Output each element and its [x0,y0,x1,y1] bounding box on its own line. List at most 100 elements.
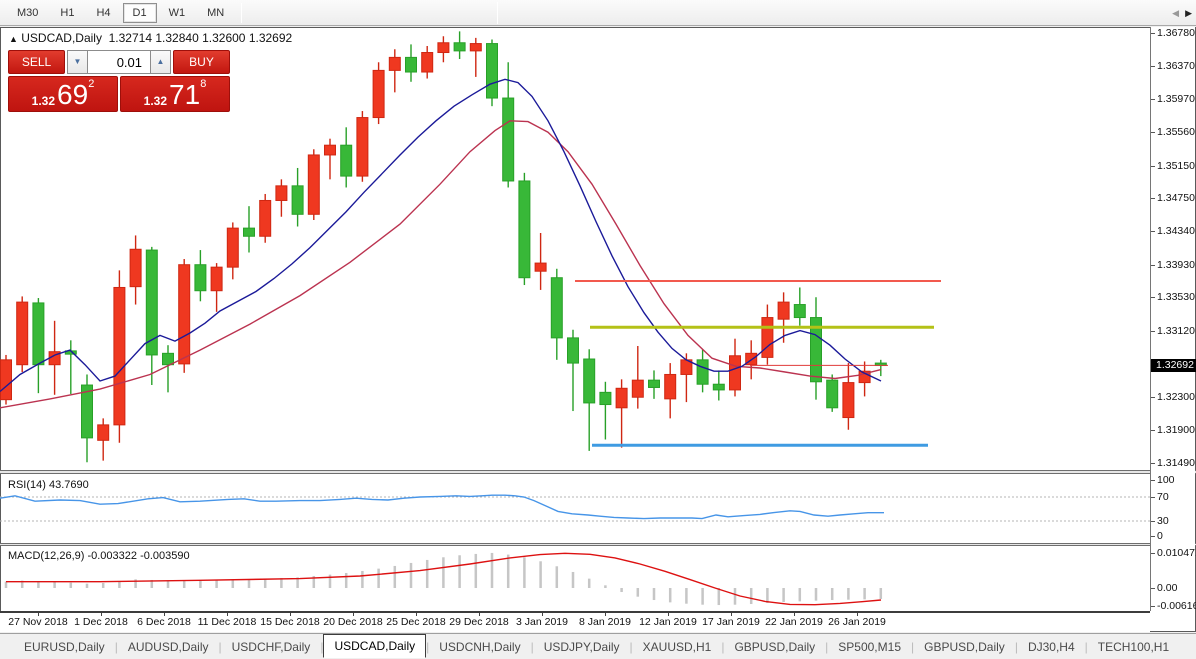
chart-tab-gbpusd-daily[interactable]: GBPUSD,Daily [924,639,1005,654]
candle [32,298,45,394]
current-price-tag: 1.32692 [1151,358,1196,372]
chart-tab-eurusd-daily[interactable]: EURUSD,Daily [24,639,105,654]
price-axis-label: 1.33930 [1157,258,1195,271]
candle [275,179,288,217]
buy-button[interactable]: BUY [173,50,230,74]
price-axis-label: 1.31490 [1157,457,1195,470]
toolbar-divider [497,2,498,24]
sell-price-prefix: 1.32 [31,94,56,108]
chart-tab-usdchf-daily[interactable]: USDCHF,Daily [231,639,311,654]
chart-tab-dj30-h4[interactable]: DJ30,H4 [1027,639,1075,654]
timeframe-tab-mn[interactable]: MN [207,6,225,19]
scroll-left-icon[interactable]: ◀ [1172,8,1180,18]
candle [81,374,93,463]
macd-histogram-bar [118,580,121,588]
candle [356,111,369,182]
time-axis[interactable]: 27 Nov 2018 1 Dec 2018 6 Dec 2018 11 Dec 20… [0,611,1150,632]
date-axis-tick [479,613,480,616]
macd-histogram-bar [652,588,656,601]
fast-ma-line [0,78,882,393]
chart-tab-audusd-daily[interactable]: AUDUSD,Daily [127,639,209,654]
candle [534,233,547,290]
date-axis-tick [542,613,543,616]
macd-histogram-bar [296,577,299,588]
chart-tab-bar: EURUSD,Daily | AUDUSD,Daily | USDCHF,Daily | U… [0,633,1196,659]
sell-price-pip: 2 [88,78,95,90]
timeframe-tab-h1[interactable]: H1 [60,6,75,19]
timeframe-tab-d1[interactable]: D1 [122,2,157,23]
date-axis-label: 25 Dec 2018 [386,616,446,628]
volume-increase-button[interactable]: ▲ [150,50,171,74]
price-axis-tick [1151,132,1155,134]
chart-tab-tech100-h1[interactable]: TECH100,H1 [1097,639,1170,654]
macd-histogram-bar [604,585,607,588]
sell-button[interactable]: SELL [8,50,65,74]
date-axis-label: 1 Dec 2018 [74,616,128,628]
tab-separator: | [1014,639,1018,654]
macd-histogram-bar [555,566,559,588]
macd-histogram-bar [636,588,640,597]
candle [858,361,871,397]
price-axis[interactable]: 1.36780 1.36370 1.35970 1.35560 1.35150 1.347… [1150,27,1196,612]
macd-histogram-bar [830,588,834,601]
macd-axis-label: 0.010471 [1157,547,1196,560]
macd-label: MACD(12,26,9) -0.003322 -0.003590 [8,550,190,562]
price-axis-label: 1.33120 [1157,324,1195,337]
tab-separator: | [114,639,118,654]
timeframe-tab-h4[interactable]: H4 [96,6,111,19]
price-axis-tick [1151,198,1155,200]
candle [129,235,142,305]
date-axis-tick [794,613,795,616]
price-axis-tick [1151,33,1155,34]
candle [777,292,790,343]
collapse-arrow-icon[interactable]: ▲ [9,34,18,44]
price-axis-tick [1151,231,1155,233]
macd-histogram-bar [425,559,429,588]
main-price-chart[interactable] [0,27,1151,471]
macd-histogram-bar [685,588,688,604]
chart-tab-usdjpy-daily[interactable]: USDJPY,Daily [543,639,620,654]
chart-tab-gbpusd-daily[interactable]: GBPUSD,Daily [734,639,816,654]
candle [64,340,77,394]
date-axis-tick [416,613,417,616]
tab-separator: | [629,639,633,654]
rsi-axis-label: 0 [1157,530,1163,542]
buy-price-tile[interactable]: 1.32 71 8 [120,76,230,112]
candle [502,62,515,188]
rsi-indicator-pane[interactable] [0,474,1151,543]
date-axis-label: 8 Jan 2019 [579,616,631,628]
timeframe-tab-m30[interactable]: M30 [17,6,39,19]
macd-histogram-bar [798,588,802,602]
buy-price-prefix: 1.32 [143,94,168,108]
macd-histogram-bar [490,552,494,588]
price-axis-label: 1.34750 [1157,192,1195,205]
candle [97,418,110,461]
candle [583,349,596,451]
sell-price-tile[interactable]: 1.32 69 2 [8,76,118,112]
candle [486,39,498,107]
candle [567,329,579,412]
macd-histogram-bar [571,571,575,588]
price-axis-label: 1.35970 [1157,92,1195,105]
date-axis-tick [101,613,102,616]
scroll-right-icon[interactable]: ▶ [1185,8,1192,18]
price-axis-tick [1151,297,1155,299]
macd-histogram-bar [344,572,348,588]
chart-tab-usdcnh-daily[interactable]: USDCNH,Daily [439,639,521,654]
volume-input[interactable] [88,50,150,74]
chart-tab-xauusd-h1[interactable]: XAUUSD,H1 [642,639,712,654]
chart-tab-sp500-m15[interactable]: SP500,M15 [838,639,901,654]
macd-histogram-bar [4,581,8,588]
pane-splitter[interactable] [0,470,1196,474]
timeframe-tab-w1[interactable]: W1 [168,6,186,19]
timeframe-toolbar: M30 H1 H4 D1 W1 MN [0,0,1196,26]
pane-splitter[interactable] [0,543,1196,546]
macd-histogram-bar [150,579,154,588]
buy-price-main: 71 [169,79,201,110]
candle [324,138,336,180]
chart-tab-usdcad-daily[interactable]: USDCAD,Daily [323,633,427,658]
macd-histogram-bar [231,579,235,588]
macd-histogram-bar [523,557,526,588]
volume-decrease-button[interactable]: ▼ [67,50,88,74]
macd-indicator-pane[interactable] [0,546,1151,611]
